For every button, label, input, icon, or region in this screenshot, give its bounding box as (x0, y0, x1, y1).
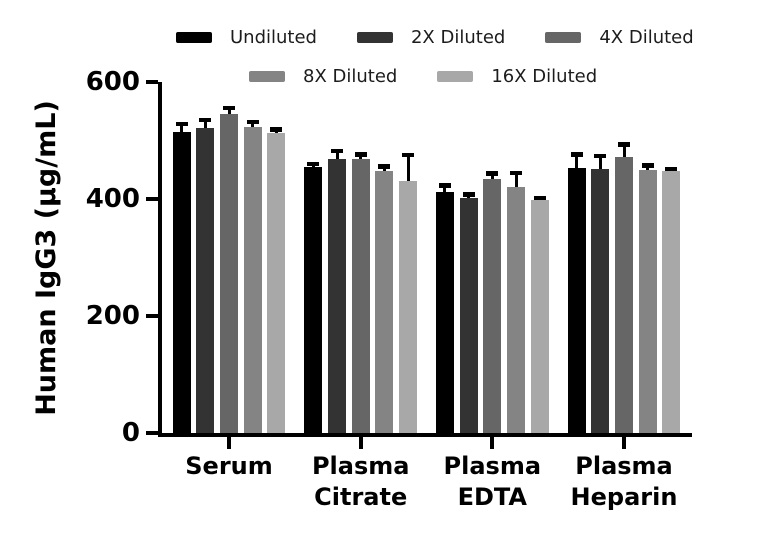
legend-label: Undiluted (230, 26, 317, 48)
y-axis-tick (146, 431, 158, 435)
error-bar-stem (180, 122, 184, 132)
legend-item: 2X Diluted (356, 26, 506, 48)
y-axis-tick (146, 314, 158, 318)
legend-item: 4X Diluted (545, 26, 694, 48)
legend-item: 8X Diluted (249, 66, 397, 87)
error-bar-stem (622, 143, 626, 157)
legend-swatch-icon (356, 31, 393, 43)
error-bar-cap (378, 164, 391, 169)
error-bar-stem (203, 118, 207, 128)
y-axis-tick-label: 400 (85, 184, 140, 214)
error-bar-cap (462, 192, 475, 197)
bar (351, 158, 370, 433)
bar (530, 199, 549, 433)
error-bar-cap (175, 121, 188, 127)
error-bar-stem (335, 149, 339, 160)
bar (615, 156, 633, 433)
error-bar-cap (246, 119, 259, 125)
x-axis-tick (358, 437, 363, 449)
bar (638, 170, 657, 433)
error-bar-cap (331, 148, 343, 154)
bar (267, 133, 286, 433)
y-axis-tick-label: 600 (85, 67, 140, 97)
error-bar-cap (199, 117, 212, 123)
error-bar-cap (618, 142, 630, 147)
bar (243, 127, 262, 433)
error-bar-cap (223, 105, 235, 111)
bar (459, 197, 478, 433)
error-bar-cap (510, 170, 522, 175)
bar (196, 127, 215, 433)
x-axis-category-label: Plasma Citrate (311, 452, 410, 511)
y-axis-tick-label: 0 (121, 418, 140, 448)
error-bar-cap (665, 166, 678, 172)
error-bar-cap (307, 161, 320, 167)
x-axis-category-label: Serum (185, 452, 273, 480)
legend-item: Undiluted (176, 27, 317, 48)
error-bar-cap (533, 195, 546, 201)
chart-legend-row-1: Undiluted 2X Diluted 4X Diluted (176, 24, 694, 50)
legend-swatch-icon (437, 70, 474, 82)
x-axis-tick (622, 437, 626, 449)
plot-area: 0 200 400 600 Serum Plasma Citrate Plasma EDTA Pl… (86, 69, 692, 511)
error-bar-stem (490, 172, 494, 180)
legend-swatch-icon (249, 70, 285, 82)
error-bar-cap (641, 163, 654, 168)
y-axis-tick-label: 200 (85, 301, 140, 331)
error-bar-cap (402, 152, 415, 158)
bar (375, 170, 394, 433)
error-bar-stem (575, 153, 579, 168)
legend-item: 16X Diluted (437, 66, 597, 87)
bar (567, 168, 586, 433)
bar (591, 169, 610, 433)
x-axis-tick (227, 437, 231, 449)
bar (662, 170, 681, 433)
error-bar-cap (570, 152, 583, 157)
bar (483, 179, 502, 433)
x-axis-category-label: Plasma Heparin (570, 452, 678, 511)
bar (304, 166, 323, 433)
error-bar-cap (594, 153, 607, 159)
legend-swatch-icon (545, 31, 582, 43)
legend-label: 2X Diluted (410, 26, 506, 48)
bar (328, 159, 346, 433)
legend-label: 16X Diluted (491, 65, 598, 87)
bar (507, 186, 525, 433)
bar (172, 131, 191, 433)
y-axis-title: Human IgG3 (µg/mL) (31, 100, 62, 416)
error-bar-stem (443, 184, 447, 192)
bar (399, 181, 418, 433)
y-axis-tick (146, 80, 158, 84)
x-axis-tick (490, 437, 495, 449)
bar (220, 114, 238, 433)
legend-label: 4X Diluted (599, 26, 694, 48)
error-bar-cap (270, 127, 283, 132)
error-bar-cap (438, 183, 451, 188)
error-bar-cap (486, 171, 499, 176)
y-axis-tick (146, 197, 158, 201)
legend-swatch-icon (176, 31, 212, 43)
bar (435, 191, 454, 433)
error-bar-stem (514, 171, 518, 187)
error-bar-stem (227, 106, 231, 115)
error-bar-cap (354, 152, 367, 157)
chart-legend-row-2: 8X Diluted 16X Diluted (249, 63, 597, 89)
error-bar-stem (406, 153, 410, 182)
x-axis-category-label: Plasma EDTA (443, 452, 542, 511)
error-bar-stem (598, 154, 602, 170)
legend-label: 8X Diluted (303, 65, 398, 87)
